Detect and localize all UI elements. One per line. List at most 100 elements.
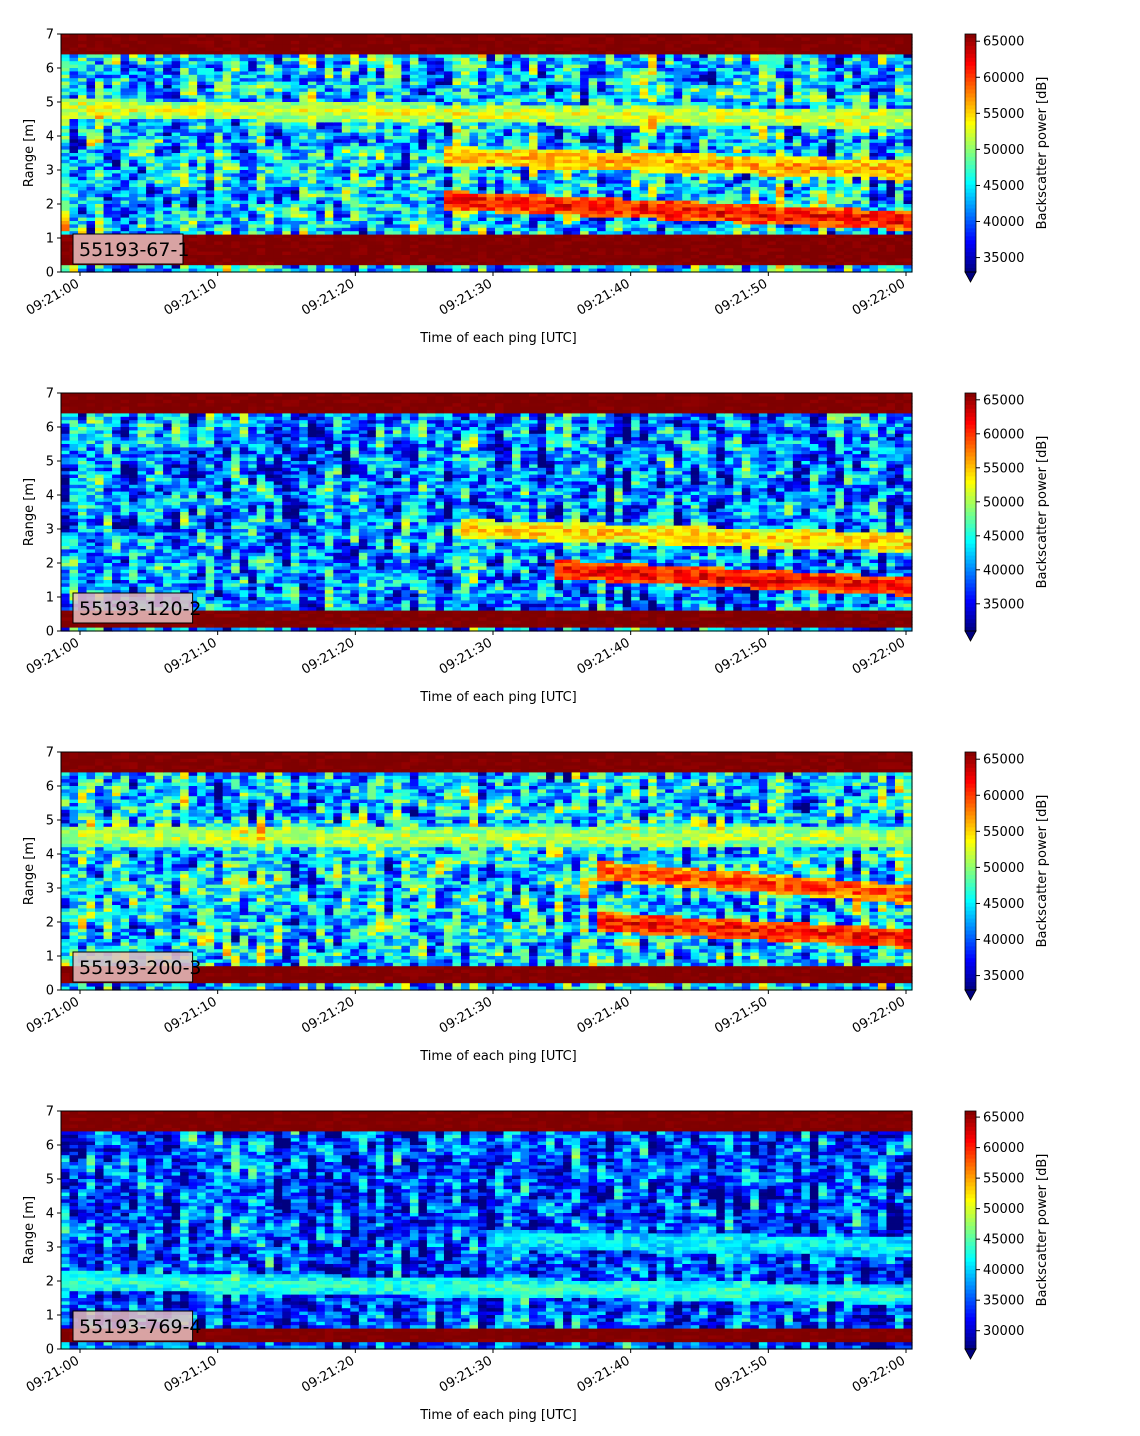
heatmap-cell <box>163 156 172 160</box>
heatmap-cell <box>487 180 496 184</box>
heatmap-cell <box>521 197 530 201</box>
heatmap-cell <box>487 139 496 143</box>
heatmap-cell <box>512 139 521 143</box>
heatmap-cell <box>342 207 351 211</box>
heatmap-cell <box>631 173 640 177</box>
heatmap-cell <box>478 173 487 177</box>
heatmap-cell <box>308 180 317 184</box>
heatmap-cell <box>214 231 223 235</box>
heatmap-cell <box>640 146 649 150</box>
heatmap-cell <box>563 156 572 160</box>
heatmap-cell <box>189 129 198 133</box>
heatmap-cell <box>555 146 564 150</box>
heatmap-cell <box>172 214 181 218</box>
heatmap-cell <box>657 241 666 245</box>
heatmap-cell <box>87 180 96 184</box>
heatmap-cell <box>350 214 359 218</box>
heatmap-cell <box>359 231 368 235</box>
heatmap-cell <box>61 146 70 150</box>
heatmap-cell <box>521 163 530 167</box>
heatmap-cell <box>240 190 249 194</box>
heatmap-cell <box>333 129 342 133</box>
heatmap-cell <box>376 214 385 218</box>
heatmap-cell <box>291 214 300 218</box>
heatmap-cell <box>572 156 581 160</box>
heatmap-cell <box>631 197 640 201</box>
heatmap-cell <box>487 146 496 150</box>
heatmap-cell <box>589 231 598 235</box>
heatmap-cell <box>597 163 606 167</box>
heatmap-cell <box>104 190 113 194</box>
heatmap-cell <box>138 214 147 218</box>
heatmap-cell <box>223 173 232 177</box>
heatmap-cell <box>206 207 215 211</box>
heatmap-cell <box>427 214 436 218</box>
heatmap-cell <box>112 180 121 184</box>
heatmap-cell <box>308 156 317 160</box>
heatmap-cell <box>546 190 555 194</box>
heatmap-cell <box>376 139 385 143</box>
heatmap-cell <box>538 231 547 235</box>
heatmap-cell <box>61 262 70 266</box>
heatmap-cell <box>648 197 657 201</box>
heatmap-cell <box>206 190 215 194</box>
heatmap-cell <box>163 197 172 201</box>
heatmap-cell <box>495 163 504 167</box>
heatmap-cell <box>563 146 572 150</box>
heatmap-cell <box>521 139 530 143</box>
heatmap-cell <box>461 207 470 211</box>
heatmap-cell <box>78 139 87 143</box>
heatmap-cell <box>563 163 572 167</box>
heatmap-cell <box>640 248 649 252</box>
heatmap-cell <box>589 163 598 167</box>
heatmap-cell <box>155 214 164 218</box>
heatmap-cell <box>589 146 598 150</box>
heatmap-cell <box>384 224 393 228</box>
heatmap-cell <box>504 173 513 177</box>
heatmap-cell <box>376 197 385 201</box>
heatmap-cell <box>452 248 461 252</box>
heatmap-cell <box>478 156 487 160</box>
heatmap-cell <box>112 156 121 160</box>
heatmap-cell <box>333 231 342 235</box>
heatmap-cell <box>214 163 223 167</box>
heatmap-cell <box>163 146 172 150</box>
heatmap-cell <box>504 139 513 143</box>
heatmap-cell <box>146 129 155 133</box>
heatmap-cell <box>214 214 223 218</box>
heatmap-cell <box>308 190 317 194</box>
heatmap-cell <box>112 146 121 150</box>
heatmap-cell <box>61 241 70 245</box>
heatmap-cell <box>384 139 393 143</box>
heatmap-cell <box>359 224 368 228</box>
heatmap-cell <box>640 190 649 194</box>
heatmap-cell <box>410 231 419 235</box>
heatmap-cell <box>291 146 300 150</box>
heatmap-cell <box>657 214 666 218</box>
heatmap-cell <box>87 224 96 228</box>
heatmap-cell <box>342 156 351 160</box>
heatmap-cell <box>606 173 615 177</box>
heatmap-cell <box>478 190 487 194</box>
heatmap-cell <box>614 180 623 184</box>
heatmap-cell <box>614 173 623 177</box>
heatmap-cell <box>589 262 598 266</box>
heatmap-cell <box>299 248 308 252</box>
heatmap-cell <box>223 262 232 266</box>
heatmap-cell <box>469 163 478 167</box>
heatmap-cell <box>87 214 96 218</box>
heatmap-cell <box>282 241 291 245</box>
heatmap-cell <box>308 197 317 201</box>
heatmap-cell <box>172 224 181 228</box>
heatmap-cell <box>359 146 368 150</box>
heatmap-cell <box>589 173 598 177</box>
heatmap-cell <box>478 197 487 201</box>
heatmap-cell <box>333 139 342 143</box>
heatmap-cell <box>384 207 393 211</box>
heatmap-cell <box>240 163 249 167</box>
heatmap-cell <box>61 163 70 167</box>
heatmap-cell <box>61 207 70 211</box>
heatmap-cell <box>189 248 198 252</box>
heatmap-cell <box>427 241 436 245</box>
heatmap-cell <box>427 197 436 201</box>
